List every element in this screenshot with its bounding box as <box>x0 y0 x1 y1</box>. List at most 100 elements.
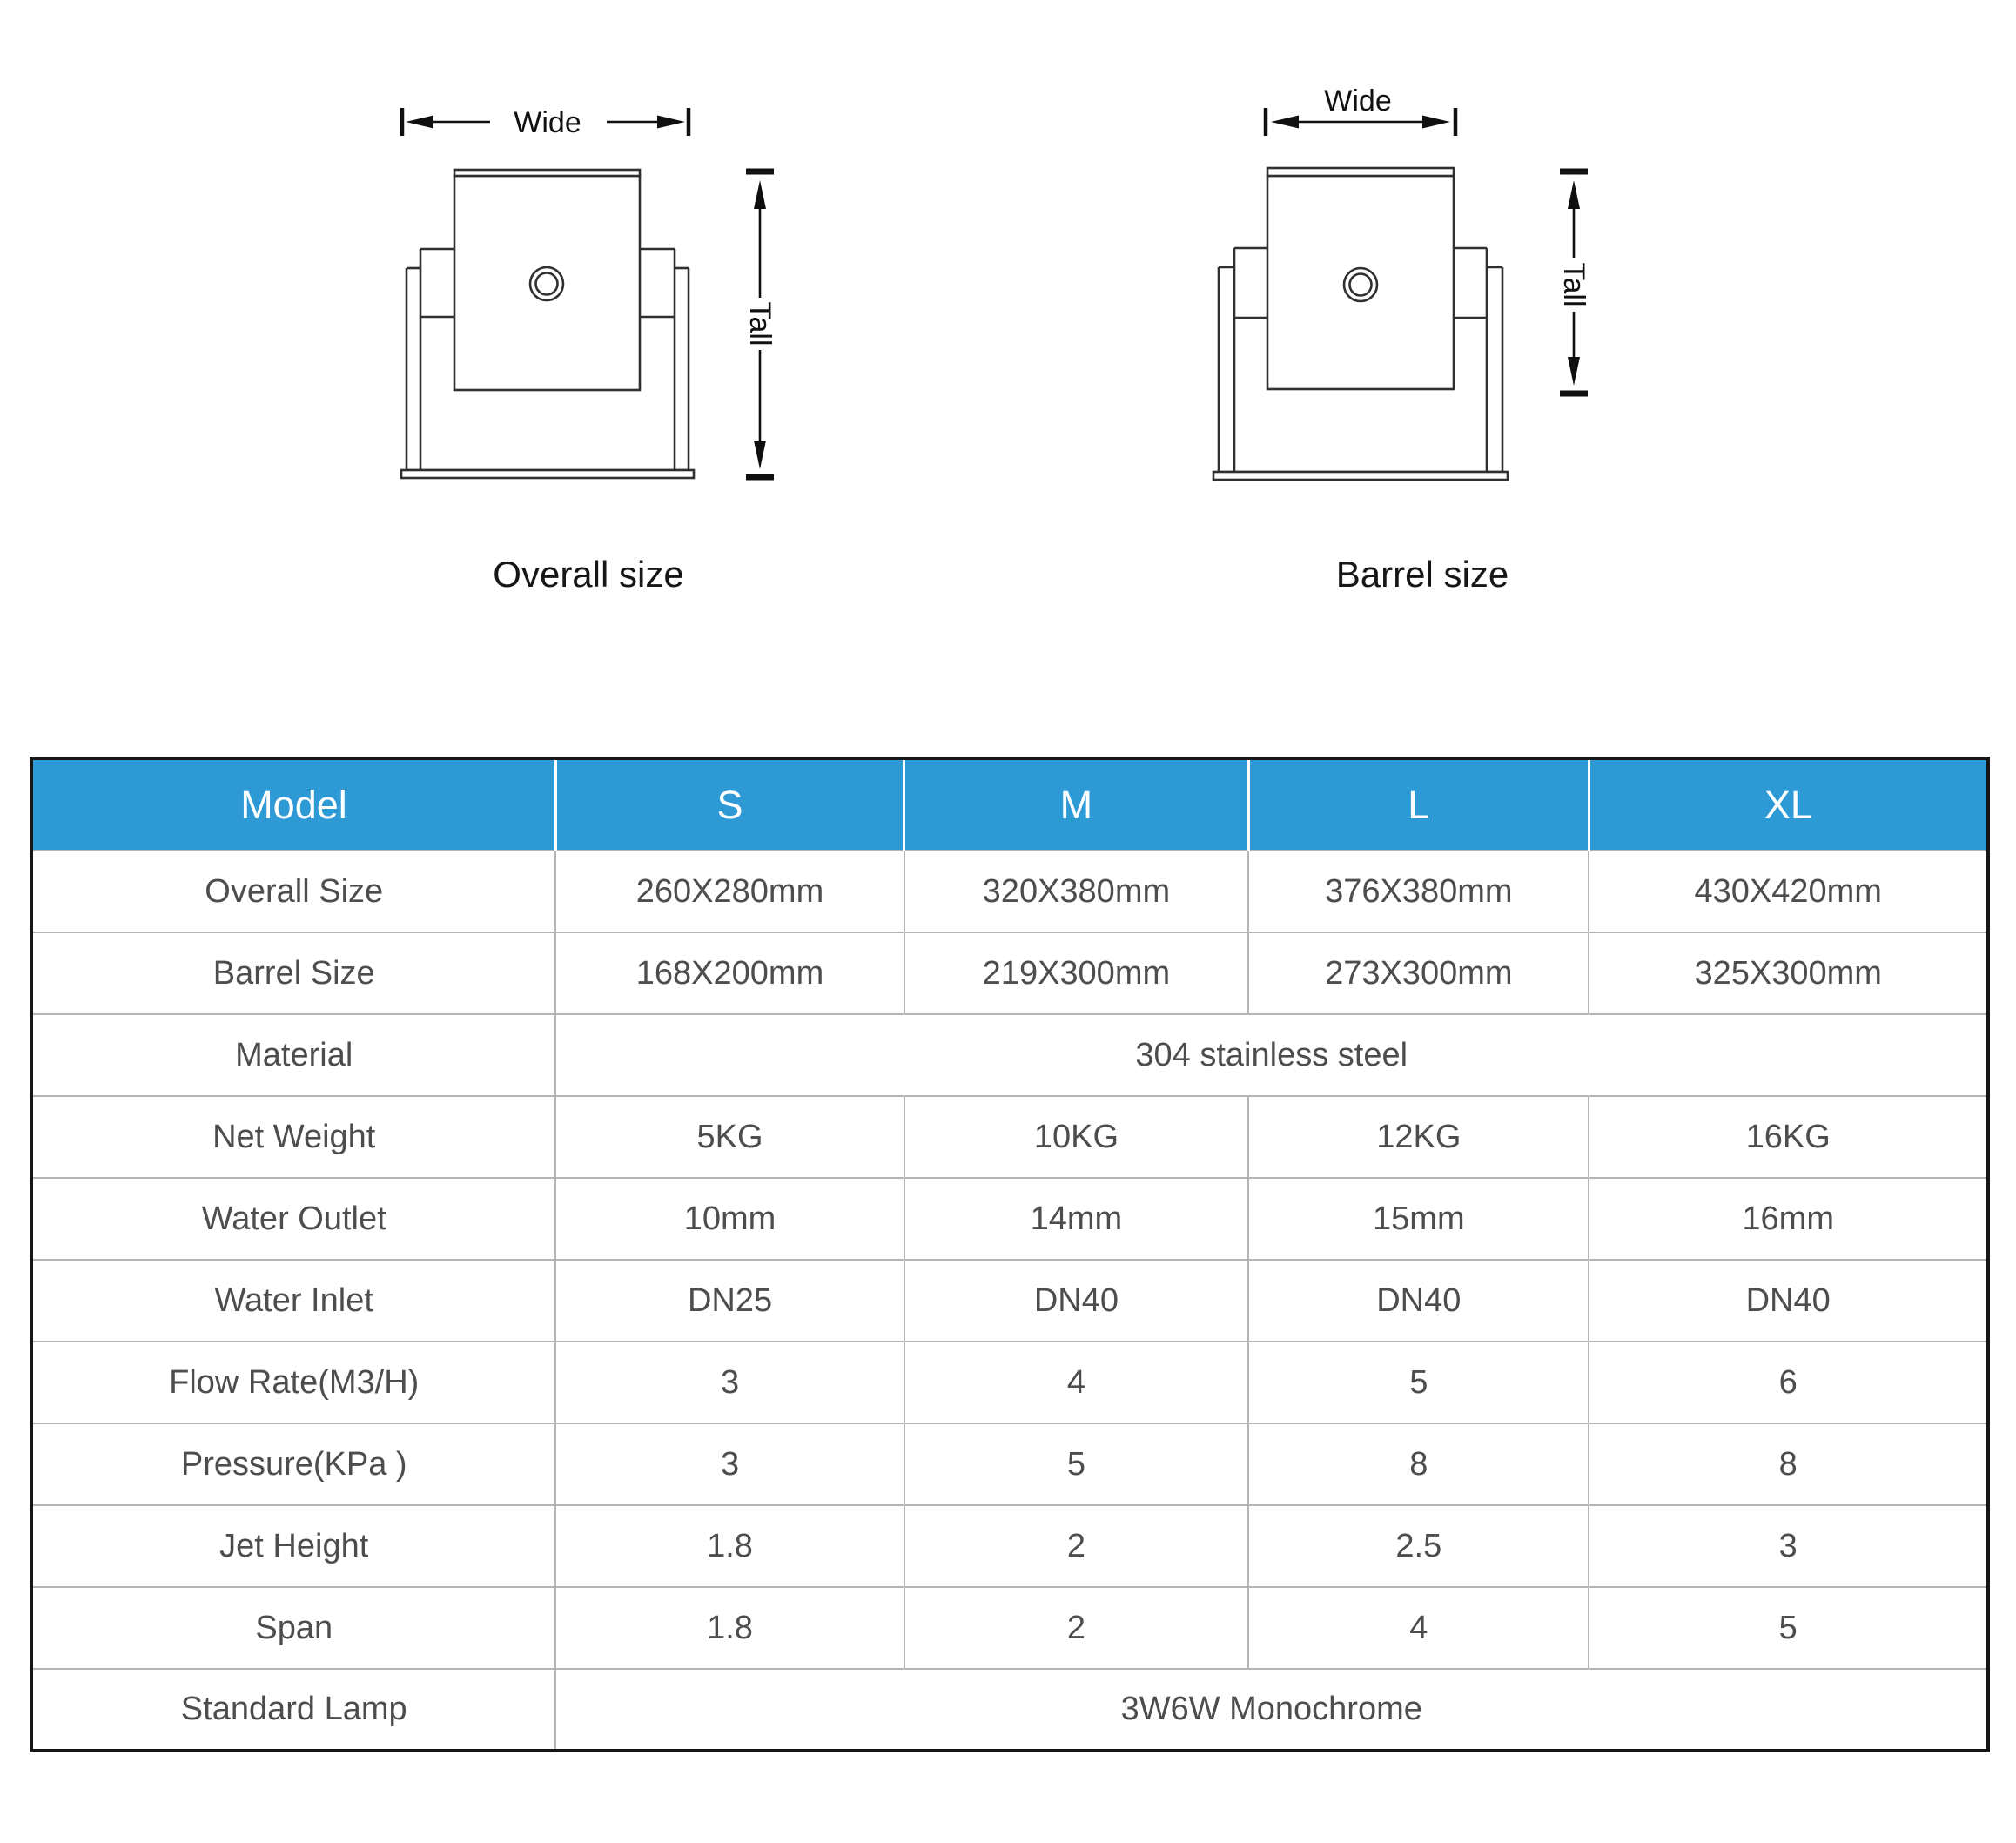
wide-dimension: Wide <box>400 106 691 139</box>
overall-size-diagram: Wide <box>400 106 776 595</box>
device-front-view <box>400 168 696 480</box>
spec-cell: 3 <box>554 1341 905 1424</box>
header-cell-l: L <box>1247 758 1590 851</box>
header-cell-m: M <box>903 758 1250 851</box>
spec-row-net-weight: Net Weight 5KG 10KG 12KG 16KG <box>30 1095 1989 1179</box>
spec-row-overall-size: Overall Size 260X280mm 320X380mm 376X380… <box>30 850 1989 933</box>
overall-size-caption: Overall size <box>493 554 683 595</box>
spec-cell-span: 304 stainless steel <box>554 1013 1989 1097</box>
right-arrowhead-icon <box>1422 115 1450 129</box>
dimension-diagrams: Wide <box>400 84 1590 595</box>
nozzle-ring-icon <box>534 272 559 296</box>
row-label: Material <box>30 1013 557 1097</box>
spec-cell: 325X300mm <box>1588 932 1989 1015</box>
row-label: Standard Lamp <box>30 1668 557 1752</box>
spec-cell: 14mm <box>903 1177 1250 1261</box>
row-label: Span <box>30 1586 557 1670</box>
spec-cell: 10mm <box>554 1177 905 1261</box>
spec-row-water-inlet: Water Inlet DN25 DN40 DN40 DN40 <box>30 1259 1989 1342</box>
spec-cell: 273X300mm <box>1247 932 1590 1015</box>
spec-cell: 3 <box>1588 1504 1989 1588</box>
spec-cell: 3 <box>554 1423 905 1506</box>
spec-row-flow-rate: Flow Rate(M3/H) 3 4 5 6 <box>30 1341 1989 1424</box>
barrel-cap <box>453 168 642 178</box>
spec-cell: 2 <box>903 1504 1250 1588</box>
row-label: Flow Rate(M3/H) <box>30 1341 557 1424</box>
spec-cell: DN25 <box>554 1259 905 1342</box>
spec-cell: 15mm <box>1247 1177 1590 1261</box>
tall-dimension: Tall <box>1557 168 1590 397</box>
spec-row-standard-lamp: Standard Lamp 3W6W Monochrome <box>30 1668 1989 1752</box>
up-arrowhead-icon <box>1568 180 1580 209</box>
up-arrowhead-icon <box>754 180 766 209</box>
wide-label: Wide <box>1324 84 1391 118</box>
row-label: Water Outlet <box>30 1177 557 1261</box>
spec-cell: 12KG <box>1247 1095 1590 1179</box>
spec-cell: 6 <box>1588 1341 1989 1424</box>
nozzle-ring-icon <box>528 266 565 302</box>
base-plate <box>400 468 696 480</box>
spec-cell: 5KG <box>554 1095 905 1179</box>
spec-cell-span: 3W6W Monochrome <box>554 1668 1989 1752</box>
header-cell-s: S <box>554 758 906 851</box>
spec-row-material: Material 304 stainless steel <box>30 1013 1989 1097</box>
spec-cell: 5 <box>1588 1586 1989 1670</box>
wide-dimension: Wide <box>1263 84 1458 136</box>
tall-dimension: Tall <box>743 168 776 481</box>
row-label: Water Inlet <box>30 1259 557 1342</box>
header-cell-xl: XL <box>1587 758 1988 851</box>
spec-cell: 8 <box>1247 1423 1590 1506</box>
nozzle-ring-icon <box>1342 266 1379 303</box>
spec-cell: 430X420mm <box>1588 850 1989 933</box>
spec-cell: 16mm <box>1588 1177 1989 1261</box>
base-plate <box>1212 470 1509 481</box>
wide-label: Wide <box>514 106 581 139</box>
barrel-body <box>453 174 642 392</box>
spec-cell: 219X300mm <box>903 932 1250 1015</box>
left-arrowhead-icon <box>406 115 433 129</box>
spec-cell: 8 <box>1588 1423 1989 1506</box>
row-label: Overall Size <box>30 850 557 933</box>
spec-cell: 1.8 <box>554 1504 905 1588</box>
barrel-size-caption: Barrel size <box>1336 554 1509 595</box>
row-label: Net Weight <box>30 1095 557 1179</box>
spec-table-header: Model S M L XL <box>31 758 1988 851</box>
down-arrowhead-icon <box>754 441 766 469</box>
spec-row-span: Span 1.8 2 4 5 <box>30 1586 1989 1670</box>
barrel-body <box>1266 174 1455 391</box>
row-label: Jet Height <box>30 1504 557 1588</box>
row-label: Barrel Size <box>30 932 557 1015</box>
barrel-size-diagram: Wide <box>1212 84 1590 595</box>
spec-cell: 376X380mm <box>1247 850 1590 933</box>
spec-cell: 16KG <box>1588 1095 1989 1179</box>
left-arrowhead-icon <box>1271 115 1299 129</box>
spec-cell: 4 <box>1247 1586 1590 1670</box>
spec-cell: 260X280mm <box>554 850 905 933</box>
spec-row-barrel-size: Barrel Size 168X200mm 219X300mm 273X300m… <box>30 932 1989 1015</box>
spec-cell: 4 <box>903 1341 1250 1424</box>
spec-cell: 5 <box>903 1423 1250 1506</box>
spec-cell: DN40 <box>1247 1259 1590 1342</box>
spec-cell: 320X380mm <box>903 850 1250 933</box>
spec-cell: 1.8 <box>554 1586 905 1670</box>
barrel-cap <box>1266 166 1455 178</box>
header-cell-model: Model <box>31 758 557 851</box>
spec-cell: 5 <box>1247 1341 1590 1424</box>
spec-table: Model S M L XL Overall Size 260X280mm 32… <box>30 757 1990 1752</box>
header-row: Model S M L XL <box>31 758 1988 851</box>
tall-label: Tall <box>743 301 776 346</box>
spec-cell: 2.5 <box>1247 1504 1590 1588</box>
spec-row-pressure: Pressure(KPa ) 3 5 8 8 <box>30 1423 1989 1506</box>
spec-cell: DN40 <box>903 1259 1250 1342</box>
tall-label: Tall <box>1557 262 1590 306</box>
down-arrowhead-icon <box>1568 357 1580 386</box>
device-front-view <box>1212 166 1509 481</box>
right-arrowhead-icon <box>657 115 685 129</box>
spec-table-body: Overall Size 260X280mm 320X380mm 376X380… <box>30 850 1989 1752</box>
spec-cell: 2 <box>903 1586 1250 1670</box>
spec-cell: DN40 <box>1588 1259 1989 1342</box>
spec-row-water-outlet: Water Outlet 10mm 14mm 15mm 16mm <box>30 1177 1989 1261</box>
spec-cell: 168X200mm <box>554 932 905 1015</box>
row-label: Pressure(KPa ) <box>30 1423 557 1506</box>
